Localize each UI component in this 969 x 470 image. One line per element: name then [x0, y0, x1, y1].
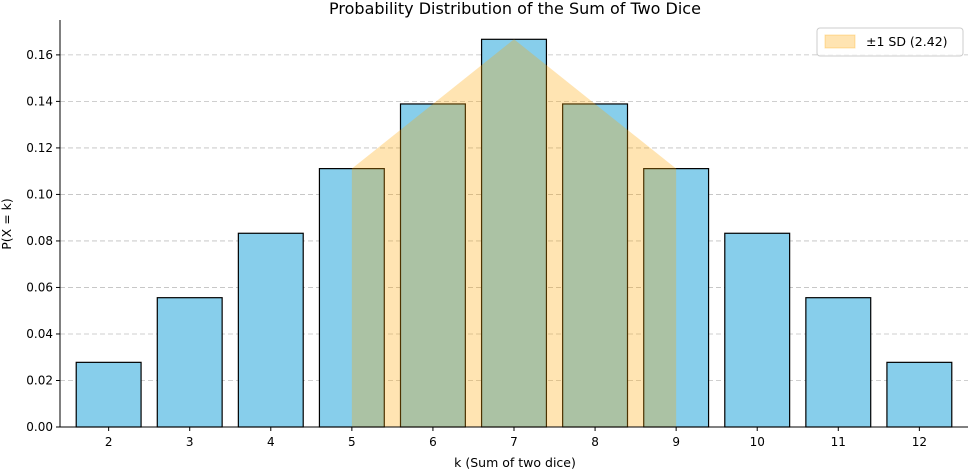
bar-5: [318, 168, 385, 428]
y-tick-label: 0.06: [26, 280, 53, 294]
bar-3: [156, 297, 223, 428]
chart-title: Probability Distribution of the Sum of T…: [329, 0, 701, 18]
x-tick-label: 4: [267, 435, 275, 449]
x-tick-label: 10: [750, 435, 765, 449]
sd-band-layer: [351, 39, 677, 427]
bar-4: [237, 232, 304, 428]
y-tick-label: 0.14: [26, 94, 53, 108]
bars-layer: [75, 38, 953, 428]
bar-2: [75, 361, 142, 428]
axes-layer: 0.00 0.02 0.04 0.06 0.08 0.10 0.12 0.14 0.16 2 3 4 5…: [26, 20, 968, 449]
y-tick-label: 0.02: [26, 373, 53, 387]
bar-8: [562, 103, 629, 428]
bar-11: [805, 297, 872, 428]
x-tick-label: 11: [831, 435, 846, 449]
x-tick-label: 3: [186, 435, 194, 449]
y-tick-label: 0.10: [26, 187, 53, 201]
y-tick-label: 0.00: [26, 420, 53, 434]
x-tick-label: 9: [672, 435, 680, 449]
x-tick-label: 5: [348, 435, 356, 449]
x-tick-label: 8: [591, 435, 599, 449]
legend-swatch: [824, 34, 856, 49]
bar-9: [643, 168, 710, 428]
y-tick-label: 0.08: [26, 234, 53, 248]
legend-label: ±1 SD (2.42): [866, 34, 948, 49]
y-tick-label: 0.12: [26, 141, 53, 155]
bar-10: [724, 232, 791, 428]
x-tick-label: 2: [105, 435, 113, 449]
y-tick-label: 0.04: [26, 327, 53, 341]
y-tick-label: 0.16: [26, 48, 53, 62]
x-tick-label: 7: [510, 435, 518, 449]
y-axis-label: P(X = k): [0, 198, 14, 250]
x-axis-label: k (Sum of two dice): [454, 455, 576, 470]
x-tick-label: 6: [429, 435, 437, 449]
legend-frame: [816, 27, 964, 57]
sd-band: [351, 39, 677, 427]
x-tick-label: 12: [912, 435, 927, 449]
legend: ±1 SD (2.42): [816, 27, 964, 57]
bar-12: [886, 361, 953, 428]
